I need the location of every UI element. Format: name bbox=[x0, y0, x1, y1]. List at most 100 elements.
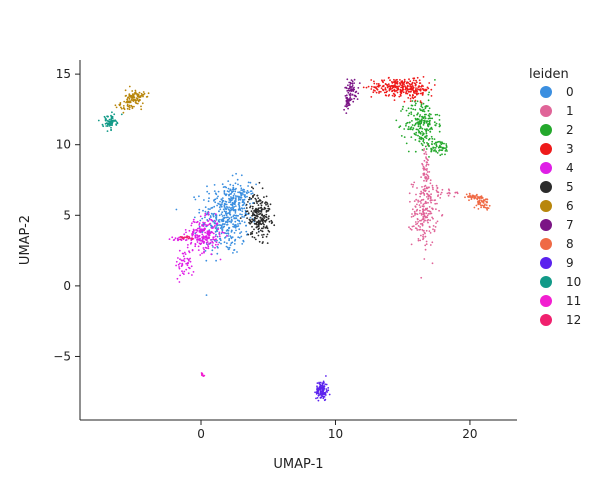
point bbox=[126, 104, 129, 107]
point bbox=[198, 227, 201, 230]
point bbox=[420, 190, 422, 193]
point bbox=[426, 214, 429, 217]
point bbox=[422, 235, 424, 238]
point bbox=[351, 93, 354, 96]
point bbox=[428, 225, 431, 228]
point bbox=[251, 205, 254, 208]
point bbox=[471, 194, 474, 197]
legend-marker bbox=[540, 257, 552, 269]
point bbox=[205, 294, 208, 296]
point bbox=[314, 391, 316, 394]
point bbox=[218, 235, 221, 238]
point bbox=[421, 92, 424, 94]
point bbox=[127, 96, 130, 99]
point bbox=[410, 136, 413, 139]
point bbox=[453, 195, 456, 198]
point bbox=[407, 126, 410, 128]
point bbox=[413, 200, 416, 203]
point bbox=[126, 98, 128, 101]
point bbox=[415, 198, 418, 201]
point bbox=[323, 385, 325, 388]
point bbox=[245, 224, 248, 227]
point bbox=[415, 102, 417, 105]
point bbox=[317, 399, 320, 402]
point bbox=[245, 203, 248, 206]
point bbox=[414, 212, 416, 215]
point bbox=[235, 197, 237, 199]
point bbox=[258, 181, 261, 184]
point bbox=[218, 214, 221, 217]
point bbox=[428, 186, 430, 189]
point bbox=[432, 228, 434, 231]
point bbox=[417, 92, 420, 95]
point bbox=[439, 193, 442, 196]
legend-label: 10 bbox=[566, 275, 581, 289]
point bbox=[198, 224, 201, 226]
point bbox=[408, 226, 410, 229]
point bbox=[230, 236, 233, 239]
point bbox=[487, 207, 490, 210]
point bbox=[239, 222, 241, 225]
legend-label: 4 bbox=[566, 161, 574, 175]
point bbox=[248, 196, 251, 199]
point bbox=[128, 108, 131, 111]
point bbox=[423, 194, 426, 196]
point bbox=[140, 105, 142, 108]
point bbox=[421, 106, 424, 109]
legend-marker bbox=[540, 86, 552, 98]
point bbox=[217, 227, 220, 229]
y-axis-title: UMAP-2 bbox=[18, 215, 33, 265]
point bbox=[430, 113, 432, 116]
point bbox=[223, 206, 226, 208]
point bbox=[242, 200, 244, 203]
series-12 bbox=[179, 235, 194, 241]
point bbox=[108, 118, 111, 121]
point bbox=[214, 213, 217, 215]
point bbox=[203, 250, 205, 253]
point bbox=[246, 190, 249, 192]
point bbox=[424, 145, 427, 148]
point bbox=[120, 106, 122, 109]
point bbox=[222, 231, 225, 234]
point bbox=[328, 393, 331, 396]
point bbox=[431, 140, 434, 143]
point bbox=[102, 125, 105, 128]
legend-marker bbox=[540, 238, 552, 250]
point bbox=[258, 199, 261, 202]
point bbox=[321, 388, 324, 391]
point bbox=[239, 213, 242, 216]
point bbox=[395, 81, 397, 84]
point bbox=[482, 199, 485, 201]
point bbox=[180, 236, 183, 239]
point bbox=[234, 182, 237, 185]
point bbox=[252, 213, 254, 216]
point bbox=[194, 243, 197, 245]
point bbox=[377, 85, 380, 88]
point bbox=[423, 119, 426, 122]
point bbox=[198, 195, 200, 198]
point bbox=[412, 183, 415, 186]
point bbox=[219, 239, 222, 242]
point bbox=[239, 191, 242, 194]
point bbox=[456, 192, 459, 195]
point bbox=[201, 236, 204, 239]
point bbox=[216, 252, 219, 255]
point bbox=[411, 87, 413, 90]
point bbox=[424, 200, 427, 203]
point bbox=[203, 236, 205, 238]
point bbox=[415, 131, 418, 134]
point bbox=[223, 214, 226, 217]
point bbox=[426, 196, 428, 198]
point bbox=[226, 220, 229, 222]
point bbox=[228, 239, 231, 242]
point bbox=[115, 124, 118, 126]
point bbox=[358, 82, 361, 84]
point bbox=[191, 249, 194, 252]
legend-item-3: 3 bbox=[540, 142, 574, 156]
point bbox=[415, 79, 417, 82]
point bbox=[476, 201, 479, 203]
point bbox=[199, 254, 202, 256]
point bbox=[198, 222, 201, 225]
point bbox=[401, 84, 403, 87]
point bbox=[192, 218, 195, 221]
